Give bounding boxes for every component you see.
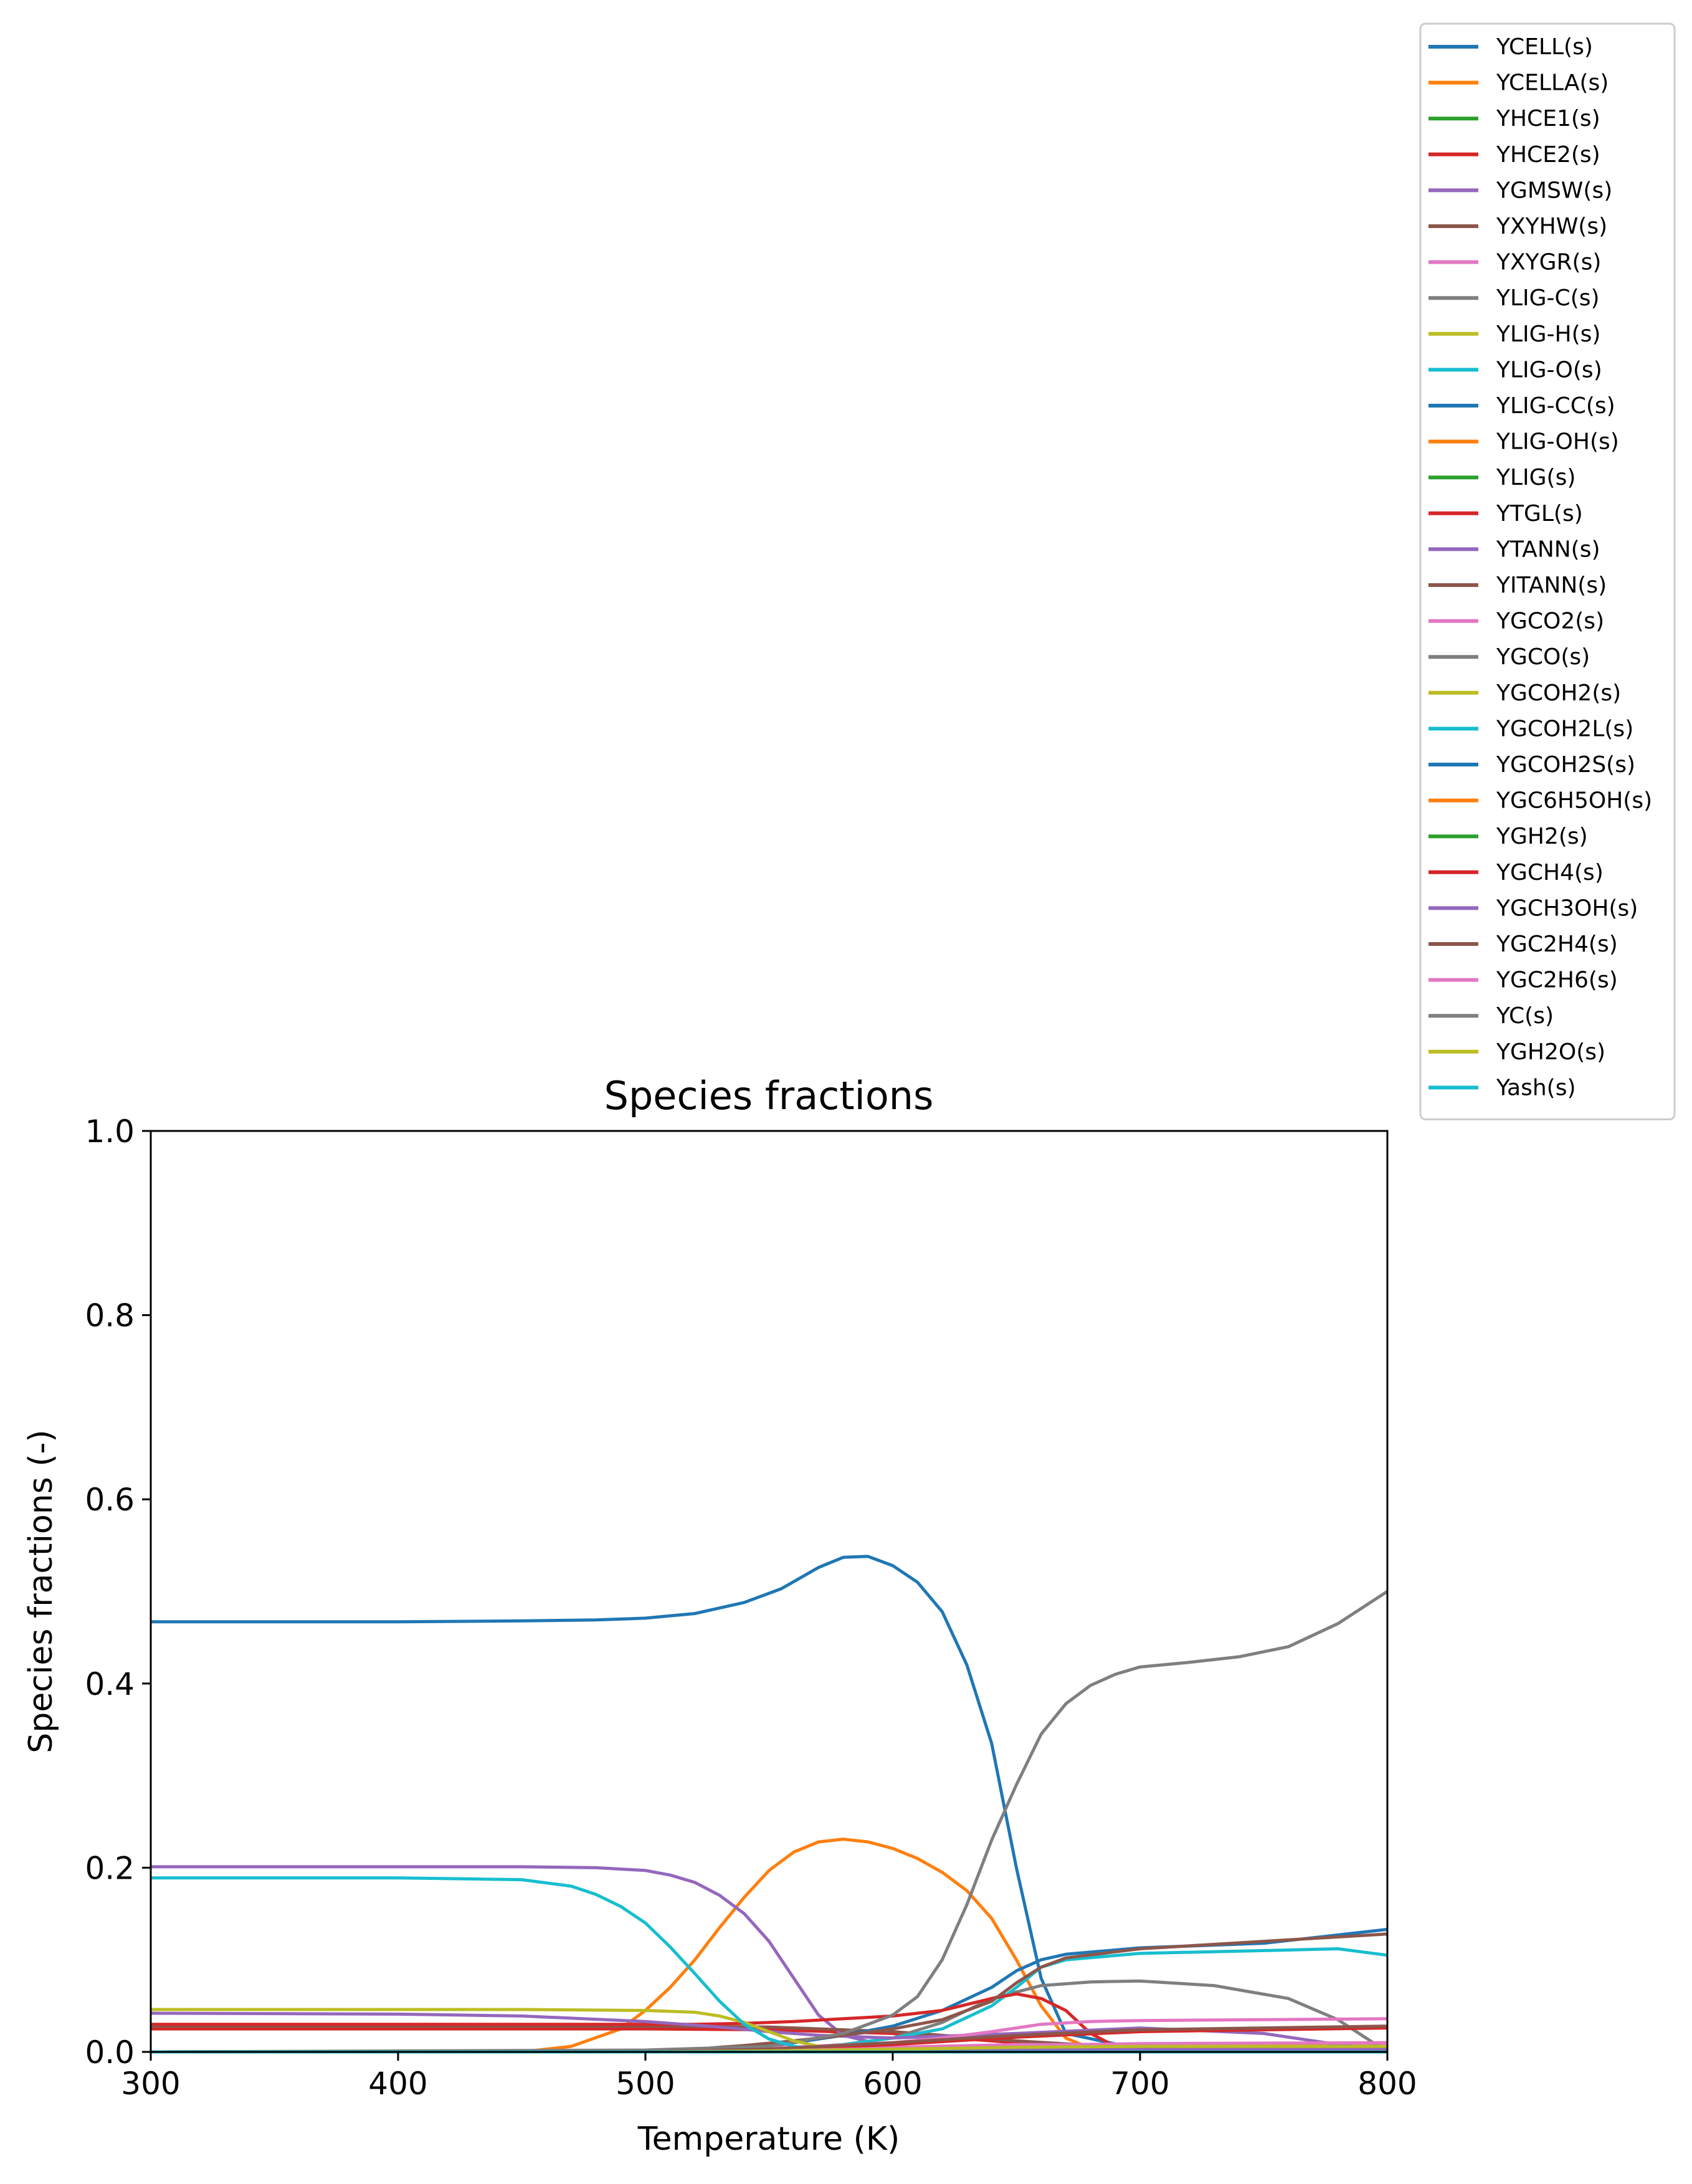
legend-label: YTGL(s) <box>1496 501 1583 527</box>
legend-label: YLIG(s) <box>1496 465 1576 490</box>
legend-label: YXYHW(s) <box>1496 214 1607 239</box>
legend-label: YITANN(s) <box>1496 573 1607 598</box>
legend-label: YLIG-CC(s) <box>1496 393 1615 419</box>
y-axis-label: Species fractions (-) <box>22 1429 60 1753</box>
legend-label: YGMSW(s) <box>1496 178 1612 203</box>
axes: 300 400 500 600 700 800 0.0 0.2 0.4 0.6 0.8 1.0 <box>85 1113 1417 2102</box>
x-tick-label: 300 <box>121 2066 180 2102</box>
legend-label: YGH2(s) <box>1496 824 1588 849</box>
series-line-ytann-s <box>150 2011 1388 2052</box>
legend: YCELL(s) YCELLA(s) YHCE1(s) YHCE2(s) YGMSW(s… <box>1419 22 1676 1120</box>
legend-label: YGC6H5OH(s) <box>1496 788 1652 814</box>
x-tick-label: 700 <box>1110 2066 1169 2102</box>
y-tick-label: 0.0 <box>85 2034 135 2071</box>
legend-label: YGC2H6(s) <box>1496 968 1618 993</box>
legend-frame <box>1419 22 1676 1120</box>
legend-label: YHCE1(s) <box>1496 106 1600 131</box>
y-tick-label: 0.8 <box>85 1298 135 1334</box>
legend-label: YTANN(s) <box>1496 536 1600 562</box>
plot-frame <box>150 1130 1389 2053</box>
y-tick-label: 0.2 <box>85 1850 135 1886</box>
x-tick-label: 600 <box>863 2066 922 2102</box>
legend-label: YGH2O(s) <box>1496 1039 1605 1065</box>
legend-label: YGC2H4(s) <box>1496 932 1618 957</box>
legend-label: YLIG-OH(s) <box>1496 429 1619 455</box>
legend-label: YCELLA(s) <box>1496 70 1609 96</box>
x-tick-label: 400 <box>368 2066 427 2102</box>
series-line-ycell-s <box>151 1555 1388 2053</box>
y-tick-label: 0.4 <box>85 1666 135 1702</box>
legend-label: YXYGR(s) <box>1496 250 1601 275</box>
legend-label: Yash(s) <box>1496 1075 1576 1100</box>
legend-label: YGCO2(s) <box>1496 609 1604 634</box>
legend-label: YLIG-H(s) <box>1496 322 1600 347</box>
series-line-ygco-s <box>150 1590 1389 2054</box>
legend-label: YLIG-O(s) <box>1496 357 1602 383</box>
legend-label: YGCO(s) <box>1496 644 1590 670</box>
legend-label: YLIG-C(s) <box>1496 285 1600 311</box>
x-axis-label: Temperature (K) <box>637 2120 900 2158</box>
legend-label: YGCH3OH(s) <box>1496 895 1638 921</box>
legend-label: YGCOH2S(s) <box>1496 752 1635 778</box>
legend-label: YC(s) <box>1496 1003 1554 1029</box>
legend-label: YGCOH2(s) <box>1496 680 1621 706</box>
legend-label: YHCE2(s) <box>1496 142 1600 168</box>
legend-label: YGCH4(s) <box>1496 860 1604 885</box>
y-tick-label: 0.6 <box>85 1482 135 1518</box>
x-tick-label: 500 <box>615 2066 675 2102</box>
legend-label: YGCOH2L(s) <box>1496 716 1633 742</box>
x-tick-label: 800 <box>1357 2066 1417 2102</box>
legend-label: YCELL(s) <box>1496 34 1593 60</box>
chart-title: Species fractions <box>604 1073 934 1118</box>
y-tick-label: 1.0 <box>85 1113 135 1150</box>
